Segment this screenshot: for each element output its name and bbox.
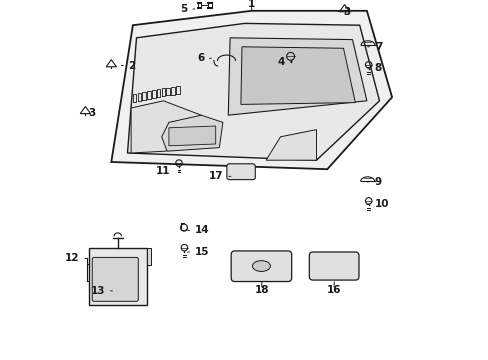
Text: 15: 15 [194, 247, 209, 257]
Polygon shape [162, 115, 223, 151]
Text: 3: 3 [88, 108, 96, 118]
Polygon shape [131, 101, 201, 153]
Polygon shape [127, 23, 379, 160]
Polygon shape [111, 11, 391, 169]
Text: 8: 8 [374, 63, 381, 73]
Polygon shape [241, 47, 355, 104]
Text: 11: 11 [156, 166, 170, 176]
FancyBboxPatch shape [309, 252, 358, 280]
Text: 6: 6 [197, 53, 204, 63]
Text: 16: 16 [326, 285, 341, 295]
Text: 4: 4 [277, 57, 284, 67]
Polygon shape [228, 38, 366, 115]
Text: 9: 9 [374, 177, 381, 187]
FancyBboxPatch shape [231, 251, 291, 282]
Text: 14: 14 [194, 225, 209, 235]
Text: 5: 5 [180, 4, 187, 14]
Text: 3: 3 [343, 6, 350, 17]
Text: 18: 18 [254, 285, 268, 295]
FancyBboxPatch shape [226, 164, 255, 180]
Text: 2: 2 [128, 60, 136, 71]
Text: 12: 12 [65, 253, 80, 264]
Text: 10: 10 [374, 199, 388, 210]
Polygon shape [89, 248, 146, 305]
Ellipse shape [252, 261, 270, 271]
Text: 13: 13 [90, 286, 105, 296]
FancyBboxPatch shape [92, 257, 138, 301]
Text: 7: 7 [374, 42, 382, 52]
Text: 17: 17 [208, 171, 223, 181]
Polygon shape [146, 248, 151, 265]
Polygon shape [168, 126, 215, 146]
Text: 1: 1 [247, 0, 255, 9]
Polygon shape [265, 130, 316, 160]
